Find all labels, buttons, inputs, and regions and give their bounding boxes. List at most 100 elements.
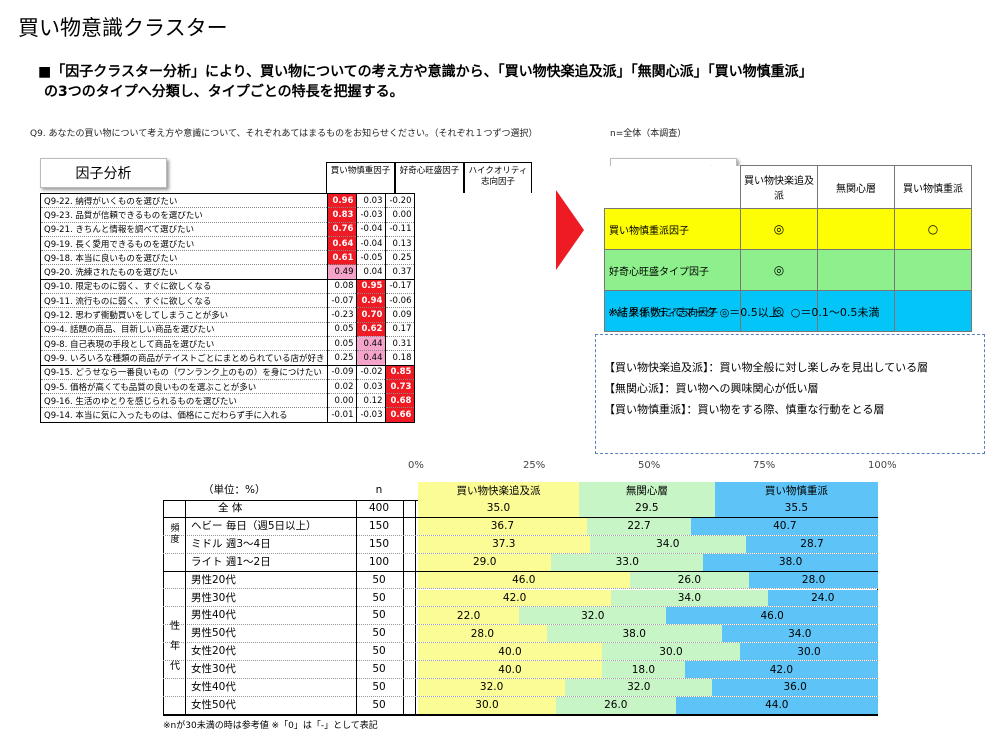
row-n: 50 (372, 698, 386, 711)
factor-header-3: ハイクオリティ志向因子 (464, 162, 532, 193)
bar-segment: 35.5 (714, 500, 878, 517)
chart-divider (356, 500, 357, 715)
axis-tick-label: 50% (638, 460, 661, 471)
factor-row-label: Q9-9. いろいろな種類の商品がテイストごとにまとめられている店が好き (39, 350, 328, 366)
cluster-mark (817, 208, 895, 250)
factor-value: 0.00 (327, 393, 357, 409)
factor-value: -0.04 (356, 222, 386, 237)
factor-value: 0.05 (327, 336, 357, 352)
bar-segment: 35.0 (418, 500, 579, 517)
cluster-table: 買い物快楽追及派 無関心層 買い物慎重派 買い物慎重派因子 ◎ ○ 好奇心旺盛タイプ因… (604, 165, 972, 332)
factor-row: Q9-14. 本当に気に入ったものは、価格にこだわらず手に入れる -0.01 -0.… (39, 407, 415, 423)
bar-segment: 30.0 (602, 643, 740, 661)
factor-row: Q9-12. 思わず衝動買いをしてしまうことが多い -0.23 0.70 0.09 (39, 307, 415, 323)
cluster-mark (894, 290, 972, 332)
row-label: 女性40代 (191, 681, 236, 693)
factor-value: 0.37 (385, 264, 415, 280)
cluster-mark: ◎ (740, 249, 818, 291)
bar-segment: 44.0 (675, 696, 878, 714)
legend-series-2: 無関心層 (579, 482, 715, 500)
bar-segment: 38.0 (546, 625, 722, 643)
bar-segment: 28.0 (418, 625, 547, 643)
cluster-mark (894, 249, 972, 291)
chart-row: 全 体 400 35.0 29.5 35.5 (163, 500, 878, 518)
chart-divider (403, 500, 404, 715)
factor-row-label: Q9-20. 洗練されたものを選びたい (39, 264, 328, 280)
factor-row-label: Q9-19. 長く愛用できるものを選びたい (39, 236, 328, 252)
factor-row: Q9-11. 流行ものに弱く、すぐに欲しくなる -0.07 0.94 -0.06 (39, 293, 415, 309)
cluster-mark: ◎ (740, 208, 818, 250)
bar-segment: 26.0 (556, 696, 676, 714)
factor-row: Q9-8. 自己表現の手段として商品を選びたい 0.05 0.44 0.31 (39, 336, 415, 352)
axis-tick-label: 25% (523, 460, 546, 471)
row-label: 男性20代 (191, 573, 236, 586)
chart-row: ライト 週1～2日 100 29.0 33.0 38.0 (163, 553, 878, 572)
factor-value: 0.96 (327, 193, 357, 209)
factor-value: 0.04 (356, 264, 386, 280)
chart-row: 女性40代 50 32.0 32.0 36.0 (163, 679, 878, 697)
chart-row: 男性40代 50 22.0 32.0 46.0 (163, 607, 878, 626)
unit-label: （単位：%） (203, 484, 266, 496)
factor-row-label: Q9-12. 思わず衝動買いをしてしまうことが多い (39, 307, 328, 323)
factor-value: 0.66 (385, 407, 415, 423)
factor-value: -0.01 (327, 407, 357, 423)
row-label: ライト 週1～2日 (191, 555, 271, 568)
bar-segment: 28.7 (745, 535, 878, 553)
bar-segment: 30.0 (740, 643, 878, 661)
cluster-note: ※結果係数にてマーク ◎＝0.5以上、○＝0.1～0.5未満 (608, 306, 880, 319)
cluster-header-1: 買い物快楽追及派 (740, 165, 818, 209)
factor-value: -0.07 (327, 293, 357, 309)
bar-segment: 40.0 (418, 661, 602, 678)
row-label: ヘビー 毎日（週5日以上） (191, 519, 317, 532)
factor-value: 0.08 (327, 279, 357, 295)
bar-segment: 46.0 (666, 607, 878, 625)
row-label: 全 体 (218, 502, 243, 514)
row-n: 50 (372, 573, 386, 586)
row-label: 女性50代 (191, 698, 236, 711)
row-n: 50 (372, 591, 386, 604)
bar-segment: 42.0 (418, 589, 612, 607)
factor-row-label: Q9-22. 納得がいくものを選びたい (39, 193, 328, 209)
factor-row: Q9-9. いろいろな種類の商品がテイストごとにまとめられている店が好き 0.25… (39, 350, 415, 366)
factor-value: -0.09 (327, 365, 357, 380)
bar-segment: 42.0 (684, 661, 878, 678)
factor-value: -0.06 (385, 293, 415, 309)
row-n: 50 (372, 681, 386, 693)
legend-series-1: 買い物快楽追及派 (418, 482, 579, 500)
chart-row: 男性20代 50 46.0 26.0 28.0 (163, 571, 878, 590)
bar-segment: 34.0 (721, 625, 878, 643)
factor-row: Q9-15. どうせなら一番良いもの（ワンランク上のもの）を身につけたい -0.0… (39, 365, 415, 380)
row-n: 400 (368, 502, 390, 514)
factor-row: Q9-18. 本当に良いものを選びたい 0.61 -0.05 0.25 (39, 250, 415, 266)
bar-segment: 46.0 (418, 571, 630, 589)
factor-row-label: Q9-14. 本当に気に入ったものは、価格にこだわらず手に入れる (39, 407, 328, 423)
factor-row-label: Q9-5. 価格が高くても品質の良いものを選ぶことが多い (39, 379, 328, 395)
legend-item: 【買い物慎重派】：買い物をする際、慎重な行動をとる層 (604, 403, 885, 416)
row-label: 男性40代 (191, 609, 236, 622)
factor-row: Q9-16. 生活のゆとりを感じられるものを選びたい 0.00 0.12 0.68 (39, 393, 415, 409)
stacked-bar-table: （単位：%） n 買い物快楽追及派 無関心層 買い物慎重派全 体 400 35.0 29.5 3… (163, 478, 879, 718)
factor-row-label: Q9-15. どうせなら一番良いもの（ワンランク上のもの）を身につけたい (39, 365, 328, 380)
chart-row: 男性50代 50 28.0 38.0 34.0 (163, 625, 878, 644)
bar-segment: 34.0 (611, 589, 768, 607)
factor-value: 0.68 (385, 393, 415, 409)
page-title: 買い物意識クラスター (18, 16, 228, 40)
bar-segment: 29.0 (418, 553, 552, 571)
cluster-row-label: 好奇心旺盛タイプ因子 (604, 249, 741, 291)
factor-value: 0.25 (327, 350, 357, 366)
factor-value: -0.03 (356, 207, 386, 223)
factor-value: 0.31 (385, 336, 415, 352)
factor-value: 0.85 (385, 365, 415, 380)
factor-row-label: Q9-18. 本当に良いものを選びたい (39, 250, 328, 266)
factor-value: -0.11 (385, 222, 415, 237)
factor-value: -0.17 (385, 279, 415, 295)
footnote: ※nが30未満の時は参考値 ※「0」は「-」として表記 (163, 721, 378, 731)
factor-value: -0.20 (385, 193, 415, 209)
factor-value: 0.13 (385, 236, 415, 252)
row-n: 100 (368, 555, 390, 568)
factor-value: 0.61 (327, 250, 357, 266)
factor-value: 0.70 (356, 307, 386, 323)
sample-size-note: n=全体（本調査） (610, 129, 687, 139)
bar-segment: 22.0 (418, 607, 520, 625)
chart-header-row: （単位：%） n 買い物快楽追及派 無関心層 買い物慎重派 (163, 482, 878, 500)
